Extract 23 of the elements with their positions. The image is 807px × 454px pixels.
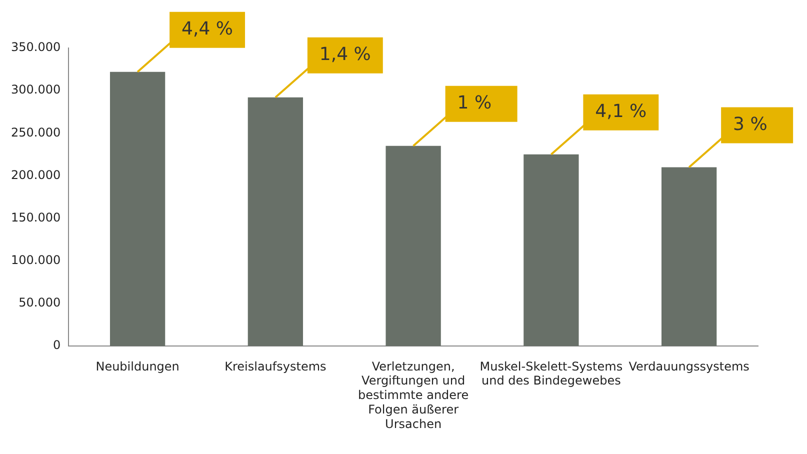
annotation: 4,1 % xyxy=(595,101,647,122)
y-tick-label: 50.000 xyxy=(18,296,61,310)
x-tick-label: Verletzungen, Vergiftungen und bestimmte andere Folgen äußerer Ursachen xyxy=(358,359,469,431)
annotation: 3 % xyxy=(733,114,768,135)
annotation: 1,4 % xyxy=(319,44,371,66)
bar xyxy=(110,72,166,346)
bar xyxy=(524,154,579,346)
x-tick-label: Muskel-Skelett-Systems und des Bindegewebes xyxy=(480,359,623,388)
y-tick-label: 200.000 xyxy=(11,168,61,182)
y-tick-label: 350.000 xyxy=(11,40,61,54)
bar xyxy=(661,167,717,346)
y-tick-label: 0 xyxy=(52,338,61,352)
x-tick-label: Neubildungen xyxy=(96,359,180,374)
y-tick-label: 100.000 xyxy=(11,252,61,267)
x-tick-label: Verdauungssystems xyxy=(628,359,750,374)
y-tick-label: 150.000 xyxy=(11,210,61,224)
x-tick-label: Kreislaufsystems xyxy=(224,359,326,374)
bar xyxy=(386,146,441,346)
bar xyxy=(248,97,304,346)
annotation: 1 % xyxy=(457,92,492,114)
y-tick-label: 250.000 xyxy=(11,125,61,140)
annotation: 4,4 % xyxy=(182,18,234,40)
y-tick-label: 300.000 xyxy=(11,82,61,97)
